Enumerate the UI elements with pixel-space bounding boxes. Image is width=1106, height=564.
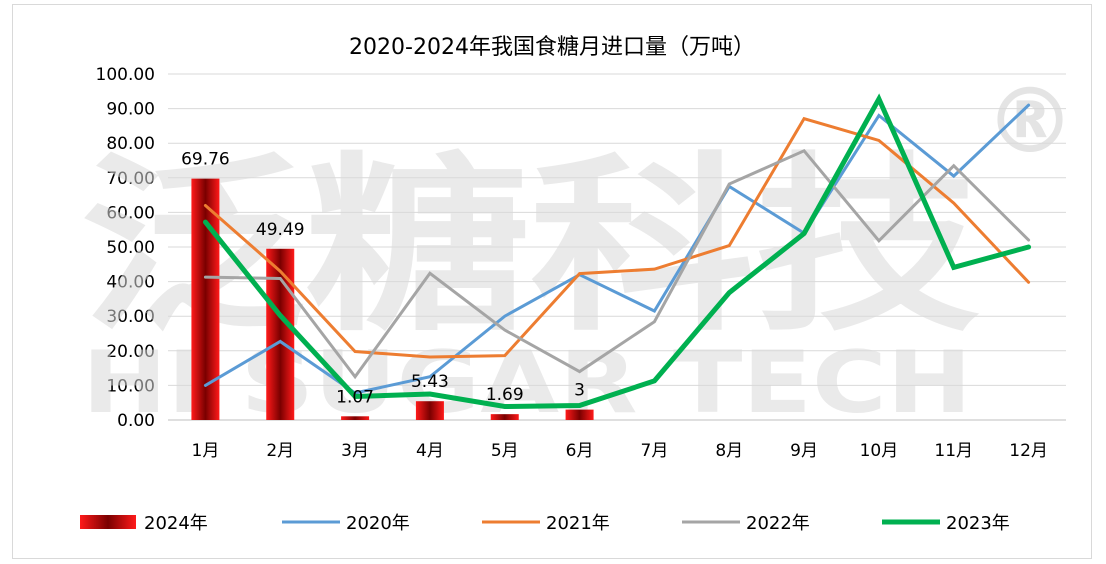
legend-label: 2024年: [144, 513, 208, 534]
legend-label: 2020年: [346, 513, 410, 534]
y-tick-label: 100.00: [96, 65, 155, 85]
y-tick-label: 30.00: [106, 307, 155, 327]
x-tick-label: 11月: [934, 441, 973, 461]
x-tick-label: 7月: [641, 441, 669, 461]
x-tick-label: 3月: [341, 441, 369, 461]
y-tick-label: 0.00: [117, 411, 155, 431]
legend-swatch: [80, 515, 136, 529]
watermark-cn: 泛糖科技: [80, 136, 980, 357]
series-line-2021年: [203, 116, 1031, 359]
bar-2024: [565, 409, 594, 420]
bar-data-label: 3: [574, 381, 585, 401]
y-tick-label: 70.00: [106, 169, 155, 189]
y-tick-label: 90.00: [106, 100, 155, 120]
bar-data-label: 5.43: [411, 372, 449, 392]
x-tick-label: 9月: [790, 441, 818, 461]
y-tick-label: 20.00: [106, 342, 155, 362]
bar-data-label: 69.76: [181, 150, 230, 170]
y-tick-label: 10.00: [106, 376, 155, 396]
bar-data-label: 1.07: [336, 387, 374, 407]
x-tick-label: 6月: [566, 441, 594, 461]
bar-2024: [266, 248, 295, 420]
bar-data-label: 49.49: [256, 220, 305, 240]
y-tick-label: 60.00: [106, 203, 155, 223]
x-tick-label: 8月: [715, 441, 743, 461]
x-tick-label: 4月: [416, 441, 444, 461]
y-tick-label: 40.00: [106, 273, 155, 293]
x-tick-label: 2月: [266, 441, 294, 461]
bar-data-label: 1.69: [486, 385, 524, 405]
y-tick-label: 50.00: [106, 238, 155, 258]
bar-2024: [341, 416, 370, 420]
x-tick-label: 12月: [1009, 441, 1048, 461]
legend-label: 2021年: [546, 513, 610, 534]
legend-label: 2023年: [946, 513, 1010, 534]
x-tick-label: 5月: [491, 441, 519, 461]
watermark-en: HI SUGAR TECH: [82, 333, 972, 433]
chart-title: 2020-2024年我国食糖月进口量（万吨）: [349, 35, 755, 60]
bar-2024: [490, 414, 519, 420]
watermark-registered: ®: [985, 69, 1075, 174]
legend-label: 2022年: [746, 513, 810, 534]
series-line-2022年: [203, 148, 1031, 380]
y-tick-label: 80.00: [106, 134, 155, 154]
x-tick-label: 10月: [860, 441, 899, 461]
bar-2024: [415, 401, 444, 420]
series-line-2023年: [202, 93, 1032, 410]
x-tick-label: 1月: [192, 441, 220, 461]
